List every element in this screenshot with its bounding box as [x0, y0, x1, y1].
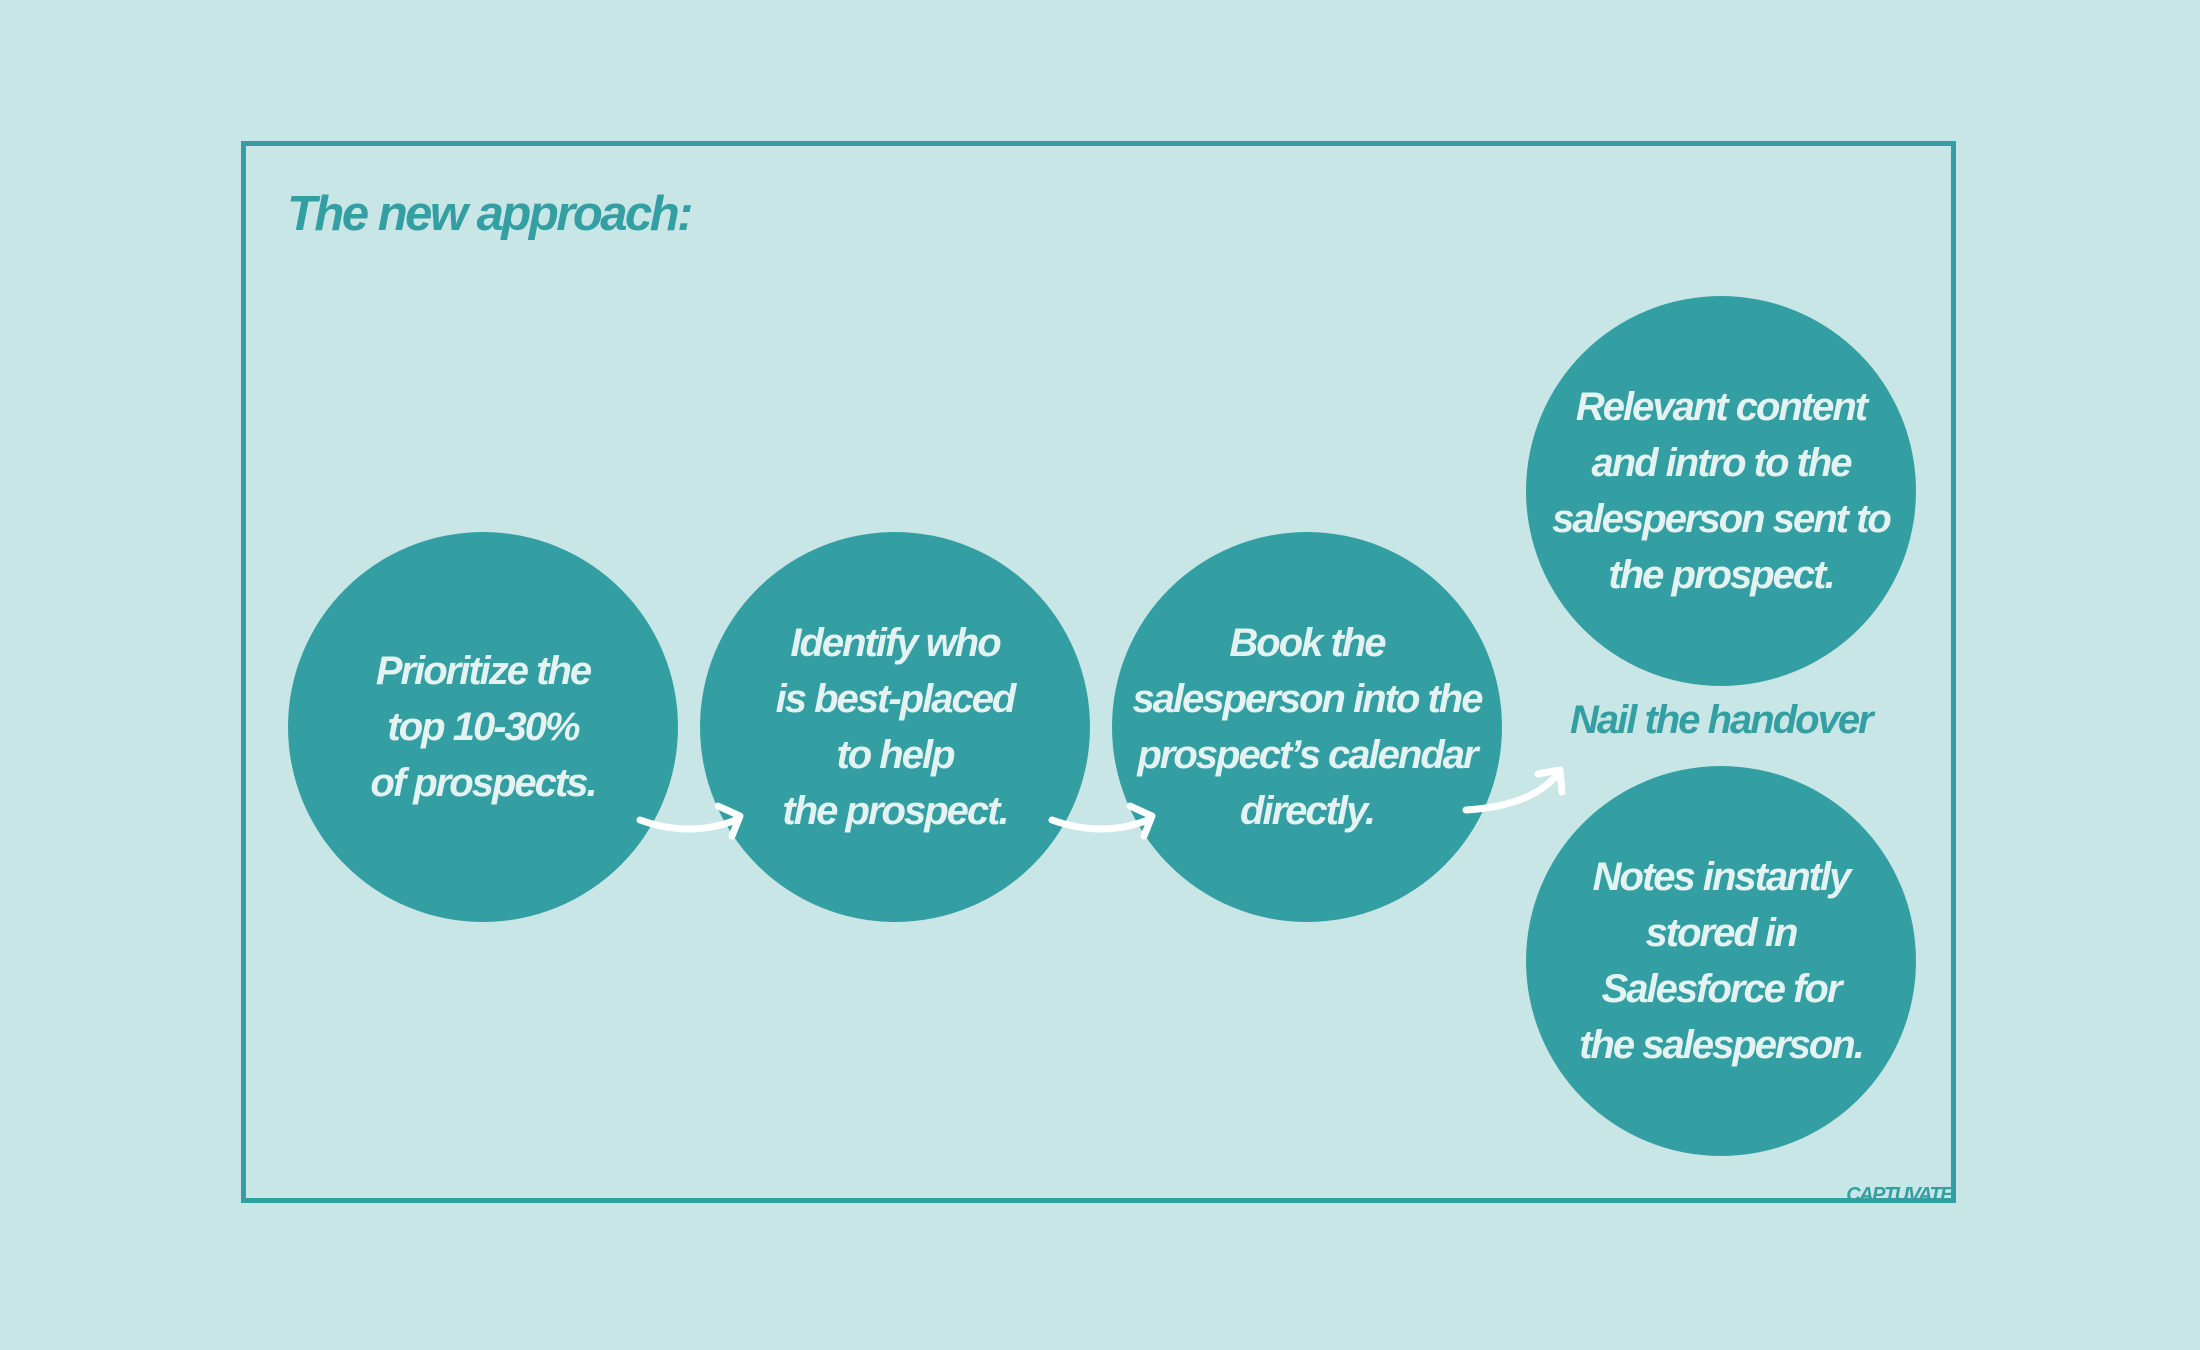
- step-3-line-4: directly.: [1240, 789, 1376, 833]
- step-2-line-1: Identify who: [790, 621, 1001, 665]
- handover-circle-content: Relevant content and intro to the salesp…: [1526, 296, 1916, 686]
- handover-top-line-2: and intro to the: [1591, 441, 1852, 485]
- step-1-line-1: Prioritize the: [375, 649, 592, 693]
- step-text-prioritize: Prioritize the top 10-30% of prospects.: [370, 643, 597, 811]
- handover-bottom-line-2: stored in: [1645, 911, 1799, 955]
- step-2-line-2: is best-placed: [775, 677, 1017, 721]
- handover-text-notes: Notes instantly stored in Salesforce for…: [1579, 849, 1865, 1073]
- step-2-line-4: the prospect.: [782, 789, 1009, 833]
- step-1-line-3: of prospects.: [370, 761, 597, 805]
- content-frame: [241, 141, 1956, 1203]
- handover-text-content: Relevant content and intro to the salesp…: [1552, 379, 1892, 603]
- page-title: The new approach:: [287, 187, 694, 241]
- step-1-line-2: top 10-30%: [387, 705, 580, 749]
- step-circle-prioritize: Prioritize the top 10-30% of prospects.: [288, 532, 678, 922]
- handover-bottom-line-1: Notes instantly: [1592, 855, 1852, 899]
- step-text-identify: Identify who is best-placed to help the …: [775, 615, 1017, 839]
- step-text-book: Book the salesperson into the prospect’s…: [1132, 615, 1484, 839]
- step-circle-identify: Identify who is best-placed to help the …: [700, 532, 1090, 922]
- handover-bottom-line-3: Salesforce for: [1601, 967, 1843, 1011]
- handover-top-line-4: the prospect.: [1608, 553, 1835, 597]
- handover-bottom-line-4: the salesperson.: [1579, 1023, 1865, 1067]
- handover-top-line-1: Relevant content: [1575, 385, 1868, 429]
- handover-top-line-3: salesperson sent to: [1552, 497, 1892, 541]
- step-3-line-2: salesperson into the: [1132, 677, 1484, 721]
- captuvate-logo: CAPTUVATE: [1846, 1184, 1953, 1206]
- step-3-line-1: Book the: [1229, 621, 1386, 665]
- handover-label: Nail the handover: [1570, 698, 1874, 742]
- step-2-line-3: to help: [836, 733, 955, 777]
- step-circle-book: Book the salesperson into the prospect’s…: [1112, 532, 1502, 922]
- step-3-line-3: prospect’s calendar: [1137, 733, 1478, 777]
- handover-circle-notes: Notes instantly stored in Salesforce for…: [1526, 766, 1916, 1156]
